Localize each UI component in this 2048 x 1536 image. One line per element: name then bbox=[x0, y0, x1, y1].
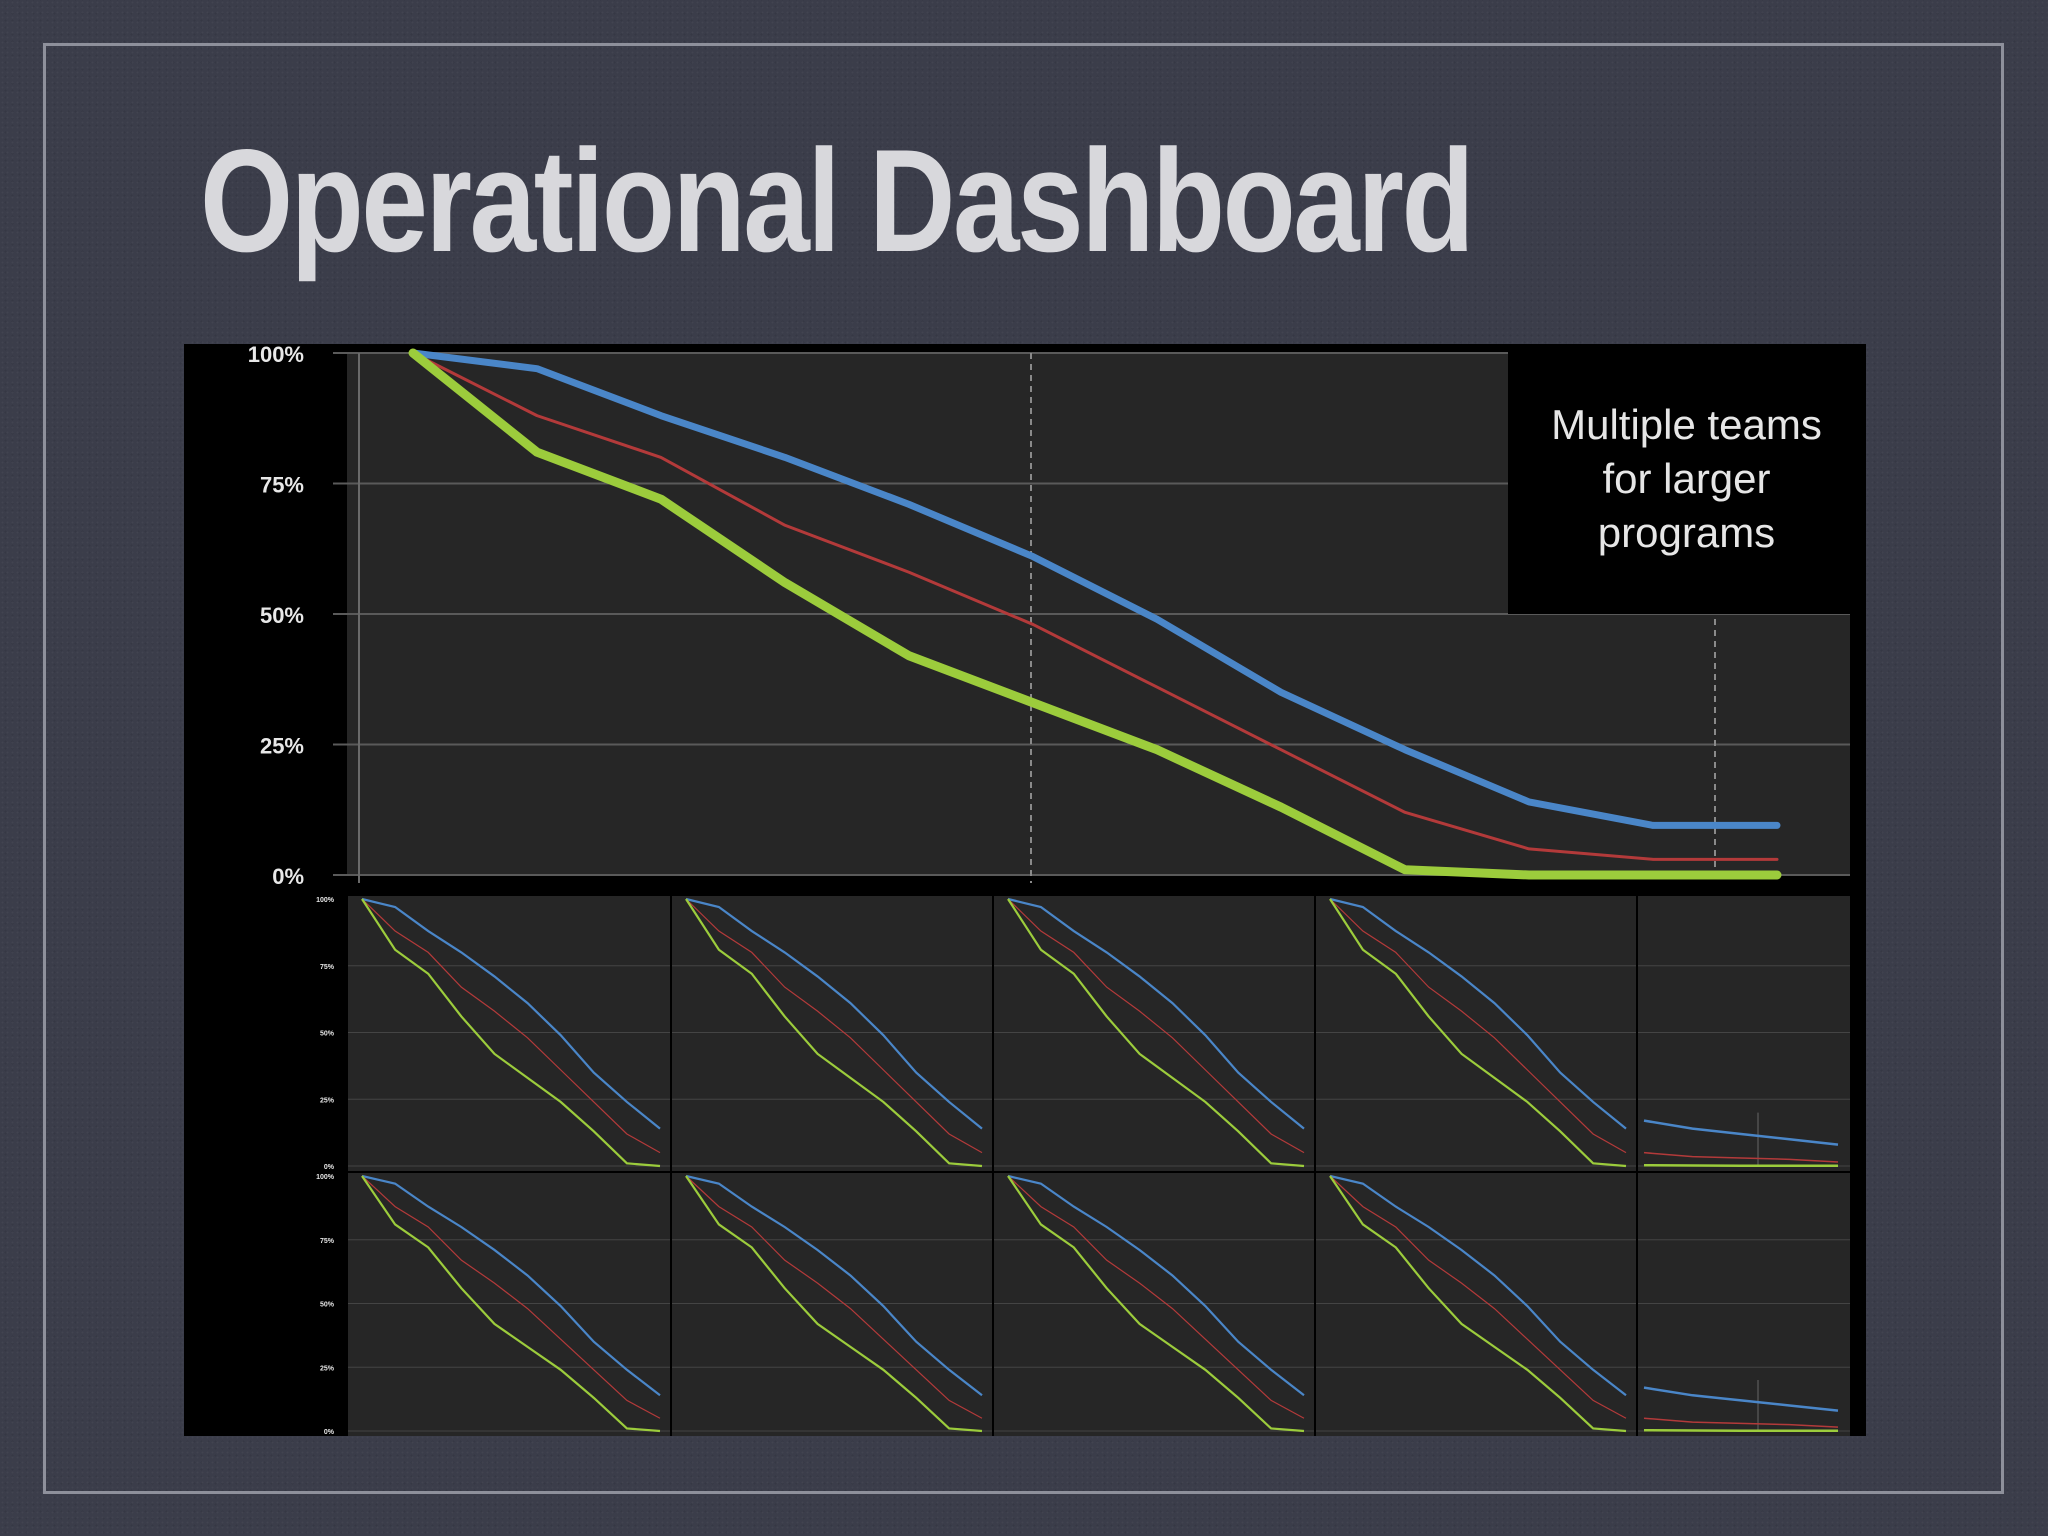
mini-y-tick-label: 25% bbox=[320, 1365, 335, 1372]
series-line-green bbox=[408, 348, 1782, 880]
series-line-blue bbox=[409, 349, 1781, 829]
main-y-tick-label: 100% bbox=[248, 344, 304, 367]
mini-series-line-blue bbox=[1643, 1119, 1839, 1146]
mini-series-line-red bbox=[1007, 898, 1305, 1154]
mini-plot-area bbox=[1316, 1173, 1636, 1436]
mini-plot-area bbox=[994, 896, 1314, 1171]
mini-plot-area bbox=[672, 896, 992, 1171]
mini-series-line-green bbox=[1643, 1163, 1838, 1167]
mini-plot-area bbox=[348, 1173, 670, 1436]
mini-plot-area bbox=[348, 896, 670, 1171]
mini-series-line-blue bbox=[1643, 1386, 1839, 1412]
dashboard-chart-panel: 100% 75% 50% 25% 0% 100% 75% 50% 25% 0% 100% 75% 50%… bbox=[184, 344, 1866, 1436]
mini-plot-area bbox=[672, 1173, 992, 1436]
mini-plot-area bbox=[1638, 896, 1850, 1171]
mini-y-tick-label: 50% bbox=[320, 1302, 335, 1309]
mini-series-line-green bbox=[685, 1175, 983, 1433]
mini-plot-area bbox=[1316, 896, 1636, 1171]
mini-series-line-blue bbox=[361, 1174, 661, 1397]
main-y-tick-label: 0% bbox=[272, 864, 304, 889]
mini-series-line-red bbox=[685, 898, 983, 1154]
mini-series-line-blue bbox=[1329, 1174, 1627, 1397]
mini-series-line-red bbox=[1329, 1175, 1627, 1419]
mini-y-tick-label: 75% bbox=[320, 1238, 335, 1245]
mini-series-line-red bbox=[361, 1175, 661, 1419]
mini-series-line-blue bbox=[685, 1174, 983, 1397]
mini-series-line-blue bbox=[361, 897, 661, 1130]
mini-series-line-red bbox=[1643, 1417, 1839, 1428]
mini-y-tick-label: 0% bbox=[324, 1164, 335, 1171]
mini-y-tick-label: 50% bbox=[320, 1031, 335, 1038]
slide-frame bbox=[43, 43, 2004, 1494]
mini-series-line-green bbox=[1329, 898, 1627, 1168]
main-y-tick-label: 25% bbox=[260, 734, 304, 759]
mini-series-line-red bbox=[1007, 1175, 1305, 1419]
mini-series-line-red bbox=[685, 1175, 983, 1419]
mini-series-line-green bbox=[1007, 898, 1305, 1168]
mini-series-line-green bbox=[1007, 1175, 1305, 1433]
mini-series-line-red bbox=[361, 898, 661, 1154]
mini-y-tick-label: 100% bbox=[316, 1174, 335, 1181]
mini-y-tick-label: 100% bbox=[316, 897, 335, 904]
burndown-chart: 100% 75% 50% 25% 0% 100% 75% 50% 25% 0% 100% 75% 50%… bbox=[248, 344, 1850, 1436]
mini-series-line-blue bbox=[685, 897, 983, 1130]
mini-series-line-green bbox=[361, 1175, 661, 1433]
mini-series-line-green bbox=[685, 898, 983, 1168]
mini-series-line-red bbox=[1329, 898, 1627, 1154]
mini-y-tick-label: 0% bbox=[324, 1429, 335, 1436]
series-line-red bbox=[411, 351, 1779, 861]
mini-series-line-green bbox=[1643, 1428, 1838, 1432]
mini-series-line-blue bbox=[1007, 897, 1305, 1130]
main-y-tick-label: 50% bbox=[260, 603, 304, 628]
mini-series-line-red bbox=[1643, 1151, 1839, 1163]
mini-plot-area bbox=[1638, 1173, 1850, 1436]
mini-series-line-blue bbox=[1329, 897, 1627, 1130]
mini-series-line-blue bbox=[1007, 1174, 1305, 1397]
main-y-tick-label: 75% bbox=[260, 473, 304, 498]
mini-plot-area bbox=[994, 1173, 1314, 1436]
slide-title: Operational Dashboard bbox=[200, 119, 1475, 282]
mini-y-tick-label: 25% bbox=[320, 1097, 335, 1104]
mini-series-line-green bbox=[361, 898, 661, 1168]
mini-series-line-green bbox=[1329, 1175, 1627, 1433]
mini-y-tick-label: 75% bbox=[320, 964, 335, 971]
annotation-callout: Multiple teams for larger programs bbox=[1508, 344, 1865, 614]
